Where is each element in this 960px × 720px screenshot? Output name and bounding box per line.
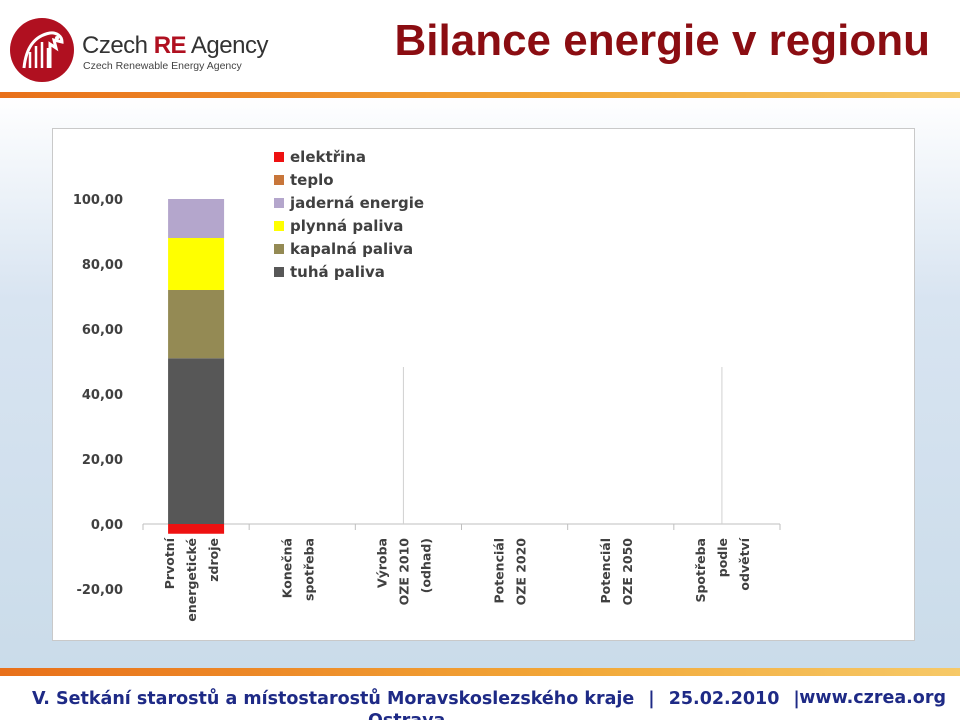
- bar-segment: [168, 358, 225, 524]
- y-tick-label: 20,00: [82, 453, 123, 468]
- x-category-label: spotřeba: [301, 538, 316, 601]
- chart-panel: -20,00 0,00 20,00 40,00 60,00 80,00 100,00 Prvo…: [52, 128, 915, 641]
- bar-segment: [168, 290, 225, 359]
- footer-event: V. Setkání starostů a místostarostů Mora…: [32, 689, 635, 709]
- y-tick-label: 0,00: [91, 518, 123, 533]
- x-category-label: zdroje: [206, 538, 221, 582]
- x-category-label: OZE 2020: [514, 538, 529, 606]
- y-tick-label: 100,00: [73, 193, 123, 208]
- x-category-label: Spotřeba: [693, 538, 708, 603]
- x-category-label: OZE 2050: [620, 538, 635, 606]
- y-tick-label: 80,00: [82, 258, 123, 273]
- x-category-label: podle: [715, 538, 730, 577]
- slide-title: Bilance energie v regionu: [394, 16, 931, 65]
- legend-swatch: [274, 267, 284, 277]
- logo-word-agency: Agency: [186, 32, 269, 59]
- footer-city: Ostrava: [32, 711, 445, 720]
- logo-wordmark: Czech RE Agency: [82, 32, 268, 60]
- bar-segment: [168, 238, 225, 290]
- bar-segment: [168, 524, 225, 534]
- slide-header: Czech RE Agency Czech Renewable Energy A…: [0, 0, 960, 92]
- legend-label: kapalná paliva: [290, 240, 413, 258]
- logo-word-re: RE: [153, 32, 187, 59]
- czech-re-agency-logo[interactable]: Czech RE Agency Czech Renewable Energy A…: [10, 18, 270, 84]
- legend-swatch: [274, 221, 284, 231]
- legend-label: plynná paliva: [290, 217, 403, 235]
- footer-divider: [0, 668, 960, 676]
- legend-label: jaderná energie: [289, 194, 424, 212]
- y-tick-label: -20,00: [76, 583, 123, 598]
- x-category-label: Potenciál: [598, 538, 613, 604]
- x-category-label: Potenciál: [492, 538, 507, 604]
- x-category-label: Prvotní: [162, 537, 177, 589]
- legend-swatch: [274, 198, 284, 208]
- footer-date: 25.02.2010: [668, 689, 780, 709]
- footer-separator: |: [648, 689, 655, 709]
- eagle-emblem-icon: [10, 18, 74, 82]
- bar-segment: [168, 199, 225, 238]
- legend-swatch: [274, 175, 284, 185]
- footer-url-link[interactable]: www.czrea.org: [799, 688, 946, 708]
- x-category-label: Výroba: [374, 538, 389, 588]
- x-category-label: odvětví: [737, 537, 752, 590]
- x-category-label: (odhad): [418, 538, 433, 593]
- x-category-label: OZE 2010: [396, 538, 411, 606]
- header-divider: [0, 92, 960, 98]
- logo-subtitle: Czech Renewable Energy Agency: [83, 60, 242, 72]
- y-tick-label: 60,00: [82, 323, 123, 338]
- slide-footer: V. Setkání starostů a místostarostů Mora…: [0, 676, 960, 720]
- x-category-label: energetické: [184, 538, 199, 622]
- legend-swatch: [274, 244, 284, 254]
- footer-line: V. Setkání starostů a místostarostů Mora…: [32, 688, 960, 720]
- y-tick-label: 40,00: [82, 388, 123, 403]
- legend-swatch: [274, 152, 284, 162]
- legend-label: teplo: [290, 171, 334, 189]
- footer-separator: |: [793, 689, 800, 709]
- x-category-label: Konečná: [279, 538, 294, 598]
- legend-label: elektřina: [290, 148, 366, 166]
- logo-word-czech: Czech: [82, 32, 154, 59]
- stacked-bar-chart: -20,00 0,00 20,00 40,00 60,00 80,00 100,00 Prvo…: [73, 148, 781, 622]
- legend-label: tuhá paliva: [290, 263, 385, 281]
